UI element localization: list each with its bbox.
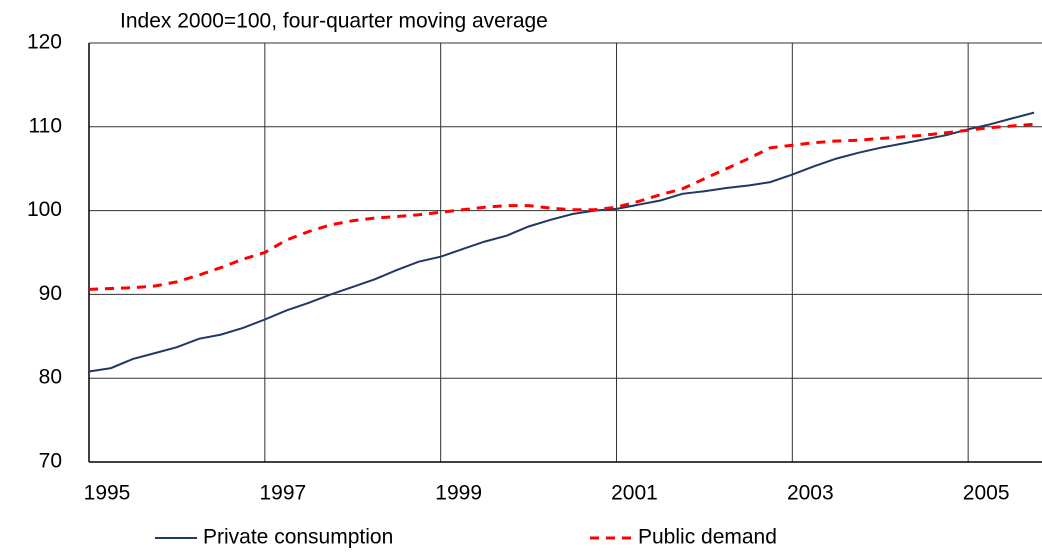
x-tick-label: 2005: [963, 482, 1010, 505]
x-tick-label: 1995: [84, 482, 131, 505]
y-tick-label: 100: [27, 198, 62, 221]
x-tick-label: 1997: [259, 482, 306, 505]
series-line: [88, 111, 1035, 373]
y-tick-label: 110: [29, 114, 62, 137]
series-line: [88, 122, 1035, 291]
y-tick-label: 120: [27, 31, 62, 54]
chart-title: Index 2000=100, four-quarter moving aver…: [120, 10, 548, 33]
x-tick-label: 2003: [787, 482, 834, 505]
y-tick-label: 90: [39, 282, 62, 305]
x-tick-label: 1999: [435, 482, 482, 505]
y-tick-label: 70: [39, 450, 62, 473]
legend-label: Private consumption: [203, 526, 393, 549]
y-tick-label: 80: [39, 366, 62, 389]
x-tick-label: 2001: [611, 482, 658, 505]
legend-label: Public demand: [638, 526, 777, 549]
